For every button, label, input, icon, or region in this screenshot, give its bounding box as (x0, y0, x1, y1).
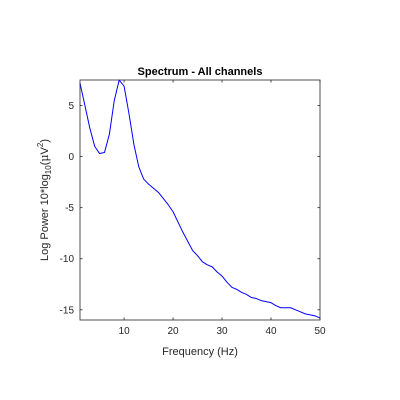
spectrum-line (79, 79, 321, 319)
x-axis-label: Frequency (Hz) (162, 346, 238, 358)
x-axis-ticks: 10 20 30 40 50 (119, 80, 326, 337)
y-tick-label: 0 (68, 152, 74, 163)
y-axis-ticks: 5 0 -5 -10 -15 (60, 101, 320, 316)
x-tick-label: 10 (119, 326, 131, 337)
x-tick-label: 50 (314, 326, 326, 337)
x-tick-label: 20 (167, 326, 179, 337)
y-axis-label: Log Power 10*log10(μV2) (36, 139, 53, 261)
y-tick-label: -10 (60, 254, 75, 265)
x-tick-label: 40 (265, 326, 277, 337)
y-tick-label: 5 (68, 101, 74, 112)
y-tick-label: -5 (65, 203, 74, 214)
x-tick-label: 30 (216, 326, 228, 337)
chart-title: Spectrum - All channels (138, 66, 263, 78)
y-tick-label: -15 (60, 305, 75, 316)
plot-area (80, 80, 320, 320)
axes-box (79, 79, 321, 321)
